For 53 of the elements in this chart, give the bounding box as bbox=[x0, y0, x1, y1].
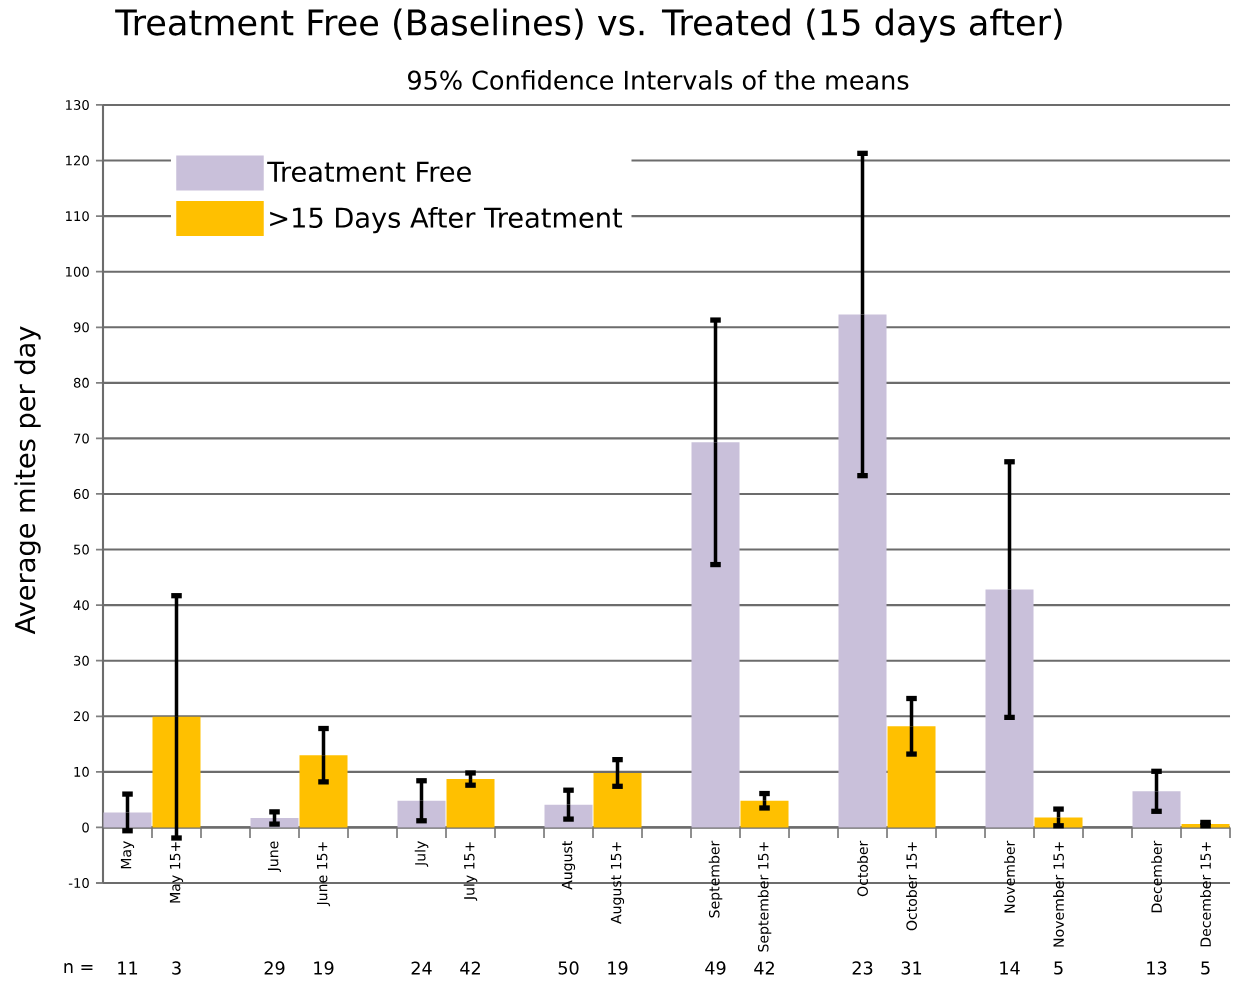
x-tick-label: October 15+ bbox=[906, 842, 917, 931]
x-tick-label: May 15+ bbox=[169, 842, 184, 903]
text: 13 bbox=[1147, 961, 1167, 975]
x-tick-label: July 15+ bbox=[463, 842, 478, 901]
x-tick-label: November bbox=[1004, 840, 1015, 913]
x-tick-label: November 15+ bbox=[1053, 842, 1064, 947]
text: 3 bbox=[172, 961, 181, 975]
y-tick-label: 30 bbox=[73, 655, 89, 666]
y-tick-label: 110 bbox=[66, 211, 89, 222]
x-tick-label: September 15+ bbox=[757, 842, 772, 952]
y-tick-label: 20 bbox=[73, 711, 89, 722]
x-tick-label: June 15+ bbox=[316, 842, 331, 907]
x-tick-label: September bbox=[708, 840, 723, 918]
text: 5 bbox=[1201, 961, 1210, 975]
x-tick-label: December bbox=[1151, 840, 1162, 913]
y-tick-label: 0 bbox=[82, 822, 89, 833]
y-tick-label: 90 bbox=[73, 322, 89, 333]
x-tick-label: August 15+ bbox=[610, 842, 625, 924]
text: 23 bbox=[852, 961, 873, 975]
text: 5 bbox=[1054, 961, 1063, 975]
text: 19 bbox=[314, 961, 334, 975]
legend-label: Treatment Free bbox=[267, 161, 471, 183]
text: 42 bbox=[754, 961, 774, 975]
text: 50 bbox=[558, 961, 579, 975]
legend-label: >15 Days After Treatment bbox=[270, 206, 623, 234]
x-tick-label: July bbox=[414, 841, 429, 867]
text: 42 bbox=[460, 961, 480, 975]
x-tick-label: May bbox=[120, 841, 135, 869]
text: 24 bbox=[411, 961, 432, 975]
y-tick-label: 70 bbox=[74, 433, 89, 444]
text: 11 bbox=[118, 961, 138, 975]
x-tick-label: August bbox=[561, 840, 576, 890]
text: 19 bbox=[608, 961, 628, 975]
text: 29 bbox=[264, 961, 285, 975]
y-tick-label: 120 bbox=[66, 155, 89, 166]
chart-subtitle: 95% Confidence Intervals of the means bbox=[408, 70, 909, 90]
y-tick-label: 50 bbox=[74, 544, 89, 555]
y-tick-label: 10 bbox=[74, 766, 89, 777]
y-tick-label: 100 bbox=[66, 266, 89, 277]
text: 31 bbox=[901, 961, 922, 975]
text: 14 bbox=[1000, 961, 1020, 975]
x-tick-label: June bbox=[267, 841, 282, 872]
y-axis-title: Average mites per day bbox=[14, 326, 41, 635]
x-tick-label: December 15+ bbox=[1200, 842, 1211, 947]
y-tick-label: 60 bbox=[73, 489, 89, 499]
y-tick-label: -10 bbox=[68, 878, 89, 888]
y-tick-label: 80 bbox=[73, 377, 89, 388]
x-tick-label: October bbox=[857, 840, 868, 897]
chart-title: Treatment Free (Baselines) vs. Treated (15 days after) bbox=[115, 8, 1062, 43]
y-tick-label: 130 bbox=[66, 100, 89, 110]
y-tick-label: 40 bbox=[73, 600, 89, 611]
text: n = bbox=[64, 963, 93, 973]
text: 49 bbox=[705, 961, 726, 975]
